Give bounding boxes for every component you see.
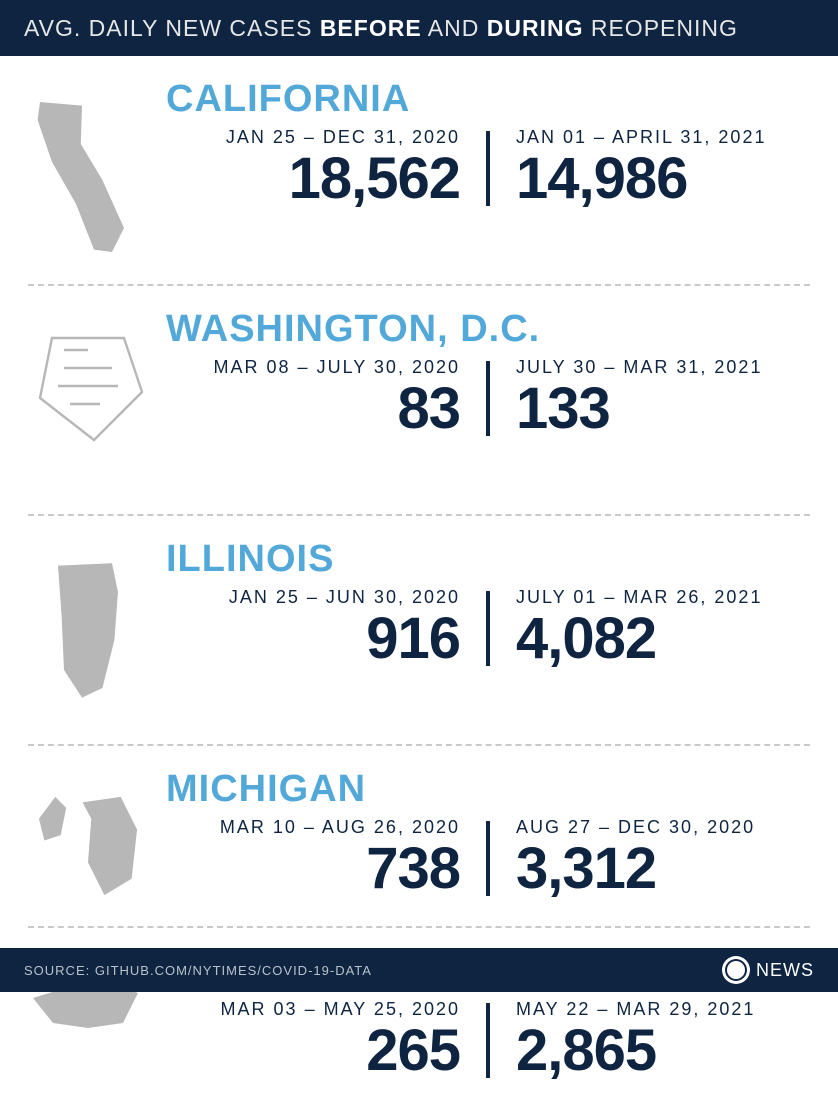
- state-name: MICHIGAN: [166, 768, 810, 811]
- value-pair: MAR 10 – AUG 26, 2020 738 AUG 27 – DEC 3…: [166, 817, 810, 898]
- before-column: JAN 25 – DEC 31, 2020 18,562: [166, 127, 486, 208]
- state-content: CALIFORNIA JAN 25 – DEC 31, 2020 18,562 …: [148, 78, 810, 208]
- state-content: ILLINOIS JAN 25 – JUN 30, 2020 916 JULY …: [148, 538, 810, 668]
- during-range: JAN 01 – APRIL 31, 2021: [516, 127, 766, 148]
- during-value: 4,082: [516, 610, 656, 668]
- header-mid: AND: [422, 15, 487, 41]
- during-range: AUG 27 – DEC 30, 2020: [516, 817, 755, 838]
- brand-text: NEWS: [756, 960, 814, 981]
- before-value: 265: [366, 1022, 460, 1080]
- state-name: CALIFORNIA: [166, 78, 810, 121]
- state-shape-icon: [28, 768, 148, 906]
- value-pair: MAR 03 – MAY 25, 2020 265 MAY 22 – MAR 2…: [166, 999, 810, 1080]
- during-column: AUG 27 – DEC 30, 2020 3,312: [490, 817, 810, 898]
- value-pair: JAN 25 – JUN 30, 2020 916 JULY 01 – MAR …: [166, 587, 810, 668]
- during-column: JULY 30 – MAR 31, 2021 133: [490, 357, 810, 438]
- before-range: JAN 25 – DEC 31, 2020: [226, 127, 460, 148]
- during-range: JULY 30 – MAR 31, 2021: [516, 357, 762, 378]
- before-value: 83: [397, 380, 460, 438]
- before-value: 916: [366, 610, 460, 668]
- abc-logo-icon: [722, 956, 750, 984]
- before-value: 18,562: [289, 150, 460, 208]
- header-suffix: REOPENING: [583, 15, 737, 41]
- before-column: MAR 10 – AUG 26, 2020 738: [166, 817, 486, 898]
- header-bold-before: BEFORE: [320, 15, 422, 41]
- during-value: 133: [516, 380, 610, 438]
- state-list: CALIFORNIA JAN 25 – DEC 31, 2020 18,562 …: [0, 56, 838, 1100]
- state-row: CALIFORNIA JAN 25 – DEC 31, 2020 18,562 …: [28, 56, 810, 286]
- state-row: MICHIGAN MAR 10 – AUG 26, 2020 738 AUG 2…: [28, 746, 810, 928]
- before-range: JAN 25 – JUN 30, 2020: [229, 587, 460, 608]
- during-value: 2,865: [516, 1022, 656, 1080]
- state-row: WASHINGTON, D.C. MAR 08 – JULY 30, 2020 …: [28, 286, 810, 516]
- during-column: MAY 22 – MAR 29, 2021 2,865: [490, 999, 810, 1080]
- during-value: 3,312: [516, 840, 656, 898]
- before-range: MAR 08 – JULY 30, 2020: [214, 357, 460, 378]
- before-column: MAR 08 – JULY 30, 2020 83: [166, 357, 486, 438]
- during-column: JAN 01 – APRIL 31, 2021 14,986: [490, 127, 810, 208]
- source-text: SOURCE: GITHUB.COM/NYTIMES/COVID-19-DATA: [24, 963, 372, 978]
- state-shape-icon: [28, 78, 148, 264]
- before-column: MAR 03 – MAY 25, 2020 265: [166, 999, 486, 1080]
- header-bold-during: DURING: [487, 15, 584, 41]
- state-row: ILLINOIS JAN 25 – JUN 30, 2020 916 JULY …: [28, 516, 810, 746]
- before-column: JAN 25 – JUN 30, 2020 916: [166, 587, 486, 668]
- during-value: 14,986: [516, 150, 687, 208]
- before-range: MAR 10 – AUG 26, 2020: [220, 817, 460, 838]
- footer-bar: SOURCE: GITHUB.COM/NYTIMES/COVID-19-DATA…: [0, 948, 838, 992]
- during-range: JULY 01 – MAR 26, 2021: [516, 587, 762, 608]
- state-name: WASHINGTON, D.C.: [166, 308, 810, 351]
- state-shape-icon: [28, 538, 148, 724]
- state-content: WASHINGTON, D.C. MAR 08 – JULY 30, 2020 …: [148, 308, 810, 438]
- before-range: MAR 03 – MAY 25, 2020: [221, 999, 460, 1020]
- header-bar: AVG. DAILY NEW CASES BEFORE AND DURING R…: [0, 0, 838, 56]
- before-value: 738: [366, 840, 460, 898]
- brand: NEWS: [722, 956, 814, 984]
- value-pair: JAN 25 – DEC 31, 2020 18,562 JAN 01 – AP…: [166, 127, 810, 208]
- during-range: MAY 22 – MAR 29, 2021: [516, 999, 755, 1020]
- state-content: MICHIGAN MAR 10 – AUG 26, 2020 738 AUG 2…: [148, 768, 810, 898]
- value-pair: MAR 08 – JULY 30, 2020 83 JULY 30 – MAR …: [166, 357, 810, 438]
- state-shape-icon: [28, 308, 148, 494]
- header-prefix: AVG. DAILY NEW CASES: [24, 15, 320, 41]
- during-column: JULY 01 – MAR 26, 2021 4,082: [490, 587, 810, 668]
- header-title: AVG. DAILY NEW CASES BEFORE AND DURING R…: [24, 15, 738, 42]
- state-name: ILLINOIS: [166, 538, 810, 581]
